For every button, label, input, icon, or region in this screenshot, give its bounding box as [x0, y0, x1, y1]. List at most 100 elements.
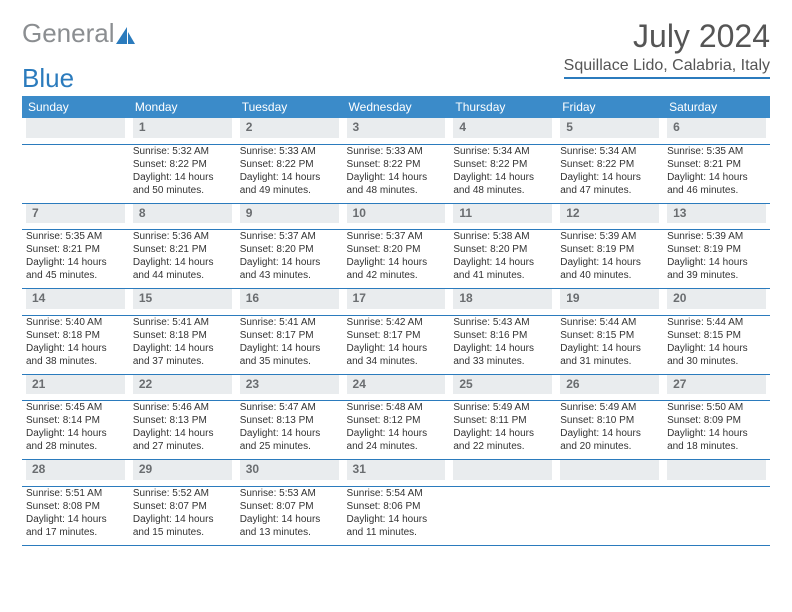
sunset-text: Sunset: 8:20 PM	[453, 243, 552, 256]
sunset-text: Sunset: 8:13 PM	[240, 414, 339, 427]
sunset-text: Sunset: 8:18 PM	[133, 329, 232, 342]
day-cell: Sunrise: 5:51 AMSunset: 8:08 PMDaylight:…	[22, 486, 129, 545]
sunset-text: Sunset: 8:13 PM	[133, 414, 232, 427]
sunset-text: Sunset: 8:15 PM	[667, 329, 766, 342]
sunset-text: Sunset: 8:08 PM	[26, 500, 125, 513]
day-cell: Sunrise: 5:52 AMSunset: 8:07 PMDaylight:…	[129, 486, 236, 545]
day-number: 14	[26, 289, 125, 309]
day-cell: Sunrise: 5:47 AMSunset: 8:13 PMDaylight:…	[236, 401, 343, 460]
daylight-text: Daylight: 14 hours and 15 minutes.	[133, 513, 232, 539]
weekday-header: Saturday	[663, 96, 770, 118]
day-cell: Sunrise: 5:35 AMSunset: 8:21 PMDaylight:…	[22, 230, 129, 289]
day-number: 16	[240, 289, 339, 309]
daynum-row: 78910111213	[22, 203, 770, 230]
day-number: 21	[26, 375, 125, 395]
sunrise-text: Sunrise: 5:33 AM	[347, 145, 446, 158]
day-number: 26	[560, 375, 659, 395]
daylight-text: Daylight: 14 hours and 48 minutes.	[347, 171, 446, 197]
day-cell: Sunrise: 5:36 AMSunset: 8:21 PMDaylight:…	[129, 230, 236, 289]
sunrise-text: Sunrise: 5:54 AM	[347, 487, 446, 500]
daylight-text: Daylight: 14 hours and 43 minutes.	[240, 256, 339, 282]
sunset-text: Sunset: 8:07 PM	[133, 500, 232, 513]
day-number: 2	[240, 118, 339, 138]
sunset-text: Sunset: 8:20 PM	[240, 243, 339, 256]
sunrise-text: Sunrise: 5:52 AM	[133, 487, 232, 500]
sunset-text: Sunset: 8:11 PM	[453, 414, 552, 427]
day-cell: Sunrise: 5:49 AMSunset: 8:11 PMDaylight:…	[449, 401, 556, 460]
sunrise-text: Sunrise: 5:47 AM	[240, 401, 339, 414]
week-row: Sunrise: 5:51 AMSunset: 8:08 PMDaylight:…	[22, 486, 770, 545]
sunset-text: Sunset: 8:16 PM	[453, 329, 552, 342]
sunset-text: Sunset: 8:15 PM	[560, 329, 659, 342]
day-number: 3	[347, 118, 446, 138]
daylight-text: Daylight: 14 hours and 33 minutes.	[453, 342, 552, 368]
daylight-text: Daylight: 14 hours and 11 minutes.	[347, 513, 446, 539]
sunrise-text: Sunrise: 5:39 AM	[560, 230, 659, 243]
logo-text-general: General	[22, 18, 115, 49]
sunset-text: Sunset: 8:21 PM	[667, 158, 766, 171]
day-cell: Sunrise: 5:44 AMSunset: 8:15 PMDaylight:…	[663, 315, 770, 374]
day-number: 17	[347, 289, 446, 309]
day-number: 28	[26, 460, 125, 480]
daylight-text: Daylight: 14 hours and 30 minutes.	[667, 342, 766, 368]
sunset-text: Sunset: 8:21 PM	[26, 243, 125, 256]
day-cell: Sunrise: 5:39 AMSunset: 8:19 PMDaylight:…	[663, 230, 770, 289]
logo-sail-icon	[115, 26, 137, 46]
day-number: 25	[453, 375, 552, 395]
daylight-text: Daylight: 14 hours and 45 minutes.	[26, 256, 125, 282]
sunrise-text: Sunrise: 5:46 AM	[133, 401, 232, 414]
day-cell: Sunrise: 5:48 AMSunset: 8:12 PMDaylight:…	[343, 401, 450, 460]
sunrise-text: Sunrise: 5:45 AM	[26, 401, 125, 414]
day-number: 18	[453, 289, 552, 309]
sunrise-text: Sunrise: 5:41 AM	[133, 316, 232, 329]
sunrise-text: Sunrise: 5:53 AM	[240, 487, 339, 500]
sunrise-text: Sunrise: 5:37 AM	[240, 230, 339, 243]
weekday-header: Monday	[129, 96, 236, 118]
daylight-text: Daylight: 14 hours and 47 minutes.	[560, 171, 659, 197]
weekday-header-row: Sunday Monday Tuesday Wednesday Thursday…	[22, 96, 770, 118]
day-cell: Sunrise: 5:34 AMSunset: 8:22 PMDaylight:…	[449, 144, 556, 203]
daylight-text: Daylight: 14 hours and 24 minutes.	[347, 427, 446, 453]
sunrise-text: Sunrise: 5:49 AM	[453, 401, 552, 414]
day-cell: Sunrise: 5:53 AMSunset: 8:07 PMDaylight:…	[236, 486, 343, 545]
day-number: 12	[560, 204, 659, 224]
sunset-text: Sunset: 8:22 PM	[240, 158, 339, 171]
sunset-text: Sunset: 8:19 PM	[560, 243, 659, 256]
sunset-text: Sunset: 8:20 PM	[347, 243, 446, 256]
weekday-header: Sunday	[22, 96, 129, 118]
day-cell: Sunrise: 5:34 AMSunset: 8:22 PMDaylight:…	[556, 144, 663, 203]
day-number: 10	[347, 204, 446, 224]
day-cell: Sunrise: 5:33 AMSunset: 8:22 PMDaylight:…	[236, 144, 343, 203]
sunrise-text: Sunrise: 5:43 AM	[453, 316, 552, 329]
daylight-text: Daylight: 14 hours and 42 minutes.	[347, 256, 446, 282]
day-cell: Sunrise: 5:54 AMSunset: 8:06 PMDaylight:…	[343, 486, 450, 545]
day-cell: Sunrise: 5:35 AMSunset: 8:21 PMDaylight:…	[663, 144, 770, 203]
sunrise-text: Sunrise: 5:44 AM	[667, 316, 766, 329]
daylight-text: Daylight: 14 hours and 46 minutes.	[667, 171, 766, 197]
daynum-row: 123456	[22, 118, 770, 144]
daylight-text: Daylight: 14 hours and 38 minutes.	[26, 342, 125, 368]
sunset-text: Sunset: 8:22 PM	[133, 158, 232, 171]
sunrise-text: Sunrise: 5:35 AM	[26, 230, 125, 243]
sunset-text: Sunset: 8:17 PM	[240, 329, 339, 342]
day-number: 9	[240, 204, 339, 224]
logo: General	[22, 18, 139, 49]
day-cell	[556, 486, 663, 545]
sunrise-text: Sunrise: 5:37 AM	[347, 230, 446, 243]
sunrise-text: Sunrise: 5:48 AM	[347, 401, 446, 414]
daylight-text: Daylight: 14 hours and 28 minutes.	[26, 427, 125, 453]
sunset-text: Sunset: 8:19 PM	[667, 243, 766, 256]
sunrise-text: Sunrise: 5:49 AM	[560, 401, 659, 414]
daylight-text: Daylight: 14 hours and 37 minutes.	[133, 342, 232, 368]
day-cell: Sunrise: 5:32 AMSunset: 8:22 PMDaylight:…	[129, 144, 236, 203]
sunrise-text: Sunrise: 5:36 AM	[133, 230, 232, 243]
day-number: 8	[133, 204, 232, 224]
day-number: 31	[347, 460, 446, 480]
daylight-text: Daylight: 14 hours and 22 minutes.	[453, 427, 552, 453]
day-number: 7	[26, 204, 125, 224]
weekday-header: Thursday	[449, 96, 556, 118]
day-number	[560, 460, 659, 480]
day-cell: Sunrise: 5:43 AMSunset: 8:16 PMDaylight:…	[449, 315, 556, 374]
daylight-text: Daylight: 14 hours and 20 minutes.	[560, 427, 659, 453]
day-cell: Sunrise: 5:41 AMSunset: 8:17 PMDaylight:…	[236, 315, 343, 374]
